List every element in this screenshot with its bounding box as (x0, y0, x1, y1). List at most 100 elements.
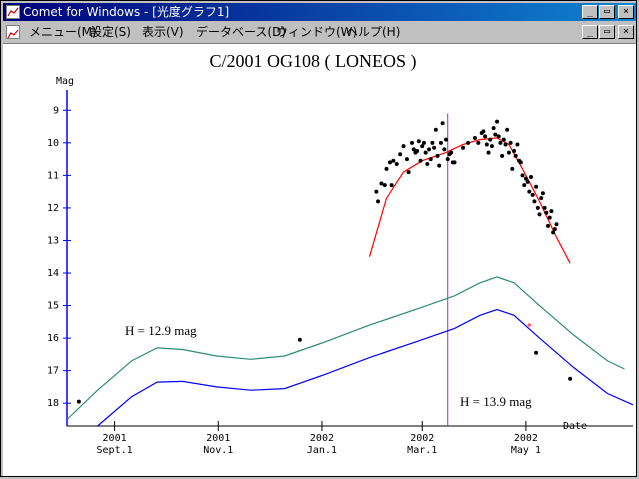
minimize-button[interactable]: _ (582, 5, 598, 19)
observation-point (520, 173, 525, 178)
doc-restore-icon: ▭ (603, 26, 611, 37)
observation-point (529, 175, 534, 179)
y-tick-label: 15 (47, 301, 59, 312)
y-tick-label: 17 (47, 366, 59, 377)
observation-point (374, 189, 379, 194)
y-tick-label: 9 (53, 105, 59, 116)
plot-layer: 91011121314151617182001Sept.12001Nov.120… (47, 90, 634, 456)
observation-point (484, 142, 489, 147)
observation-point (449, 150, 454, 155)
doc-minimize-button[interactable]: _ (582, 25, 598, 39)
app-icon[interactable] (6, 5, 20, 19)
document-icon[interactable] (6, 25, 20, 39)
x-tick-year: 2002 (310, 433, 334, 444)
observation-point (425, 161, 430, 166)
highlight-point (527, 323, 532, 327)
light-curve-chart: C/2001 OG108 ( LONEOS ) Mag Date H = 12.… (47, 51, 634, 456)
x-tick-label: Jan.1 (307, 445, 337, 456)
menu-item-help[interactable]: ヘルプ(H) (346, 25, 401, 39)
annotation-h139: H = 13.9 mag (460, 394, 532, 409)
menu-item-menu[interactable]: メニュー(M) (29, 25, 97, 39)
observation-point (406, 170, 411, 175)
observation-point (382, 183, 387, 188)
restore-button[interactable]: ▭ (599, 5, 615, 19)
observation-point (486, 150, 491, 155)
menu-item-database[interactable]: データベース(D) (196, 25, 287, 39)
menu-bar: メニュー(M) 設定(S) 表示(V) データベース(D) ウィンドウ(W) ヘ… (3, 22, 636, 42)
observation-point (534, 184, 539, 189)
observation-point (506, 150, 511, 155)
observation-point (445, 157, 450, 162)
observation-point (404, 157, 409, 162)
observation-point (530, 192, 535, 197)
doc-close-button[interactable]: × (618, 25, 634, 39)
observation-point (483, 134, 488, 139)
observation-point (472, 135, 477, 140)
observation-point (376, 199, 381, 204)
observation-point (527, 189, 532, 194)
observation-point (297, 337, 302, 342)
observation-point (546, 223, 551, 228)
doc-close-icon: × (622, 26, 630, 37)
y-tick-label: 10 (47, 138, 59, 149)
menu-item-view[interactable]: 表示(V) (142, 25, 184, 39)
observation-point (544, 210, 549, 215)
observation-point (512, 148, 517, 153)
observation-point (539, 196, 544, 201)
observation-point (540, 191, 545, 196)
observation-point (428, 157, 433, 162)
observation-point (547, 215, 552, 220)
close-button[interactable]: × (618, 5, 634, 19)
doc-restore-button[interactable]: ▭ (599, 25, 615, 39)
x-tick-year: 2001 (206, 433, 230, 444)
observation-point (398, 152, 403, 157)
x-tick-label: Mar.1 (407, 445, 437, 456)
observation-point (394, 161, 399, 166)
menu-item-settings[interactable]: 設定(S) (90, 25, 131, 39)
observation-point (415, 148, 420, 153)
observation-point (401, 144, 406, 149)
window-title: Comet for Windows - [光度グラフ1] (23, 5, 230, 19)
observation-point (503, 142, 508, 147)
observation-point (537, 212, 542, 217)
x-tick-year: 2002 (514, 433, 538, 444)
observation-point (418, 158, 423, 163)
observation-point (523, 176, 528, 181)
x-tick-year: 2001 (103, 433, 127, 444)
title-bar[interactable]: Comet for Windows - [光度グラフ1] _ ▭ × (3, 3, 636, 21)
y-tick-label: 16 (47, 333, 59, 344)
y-tick-label: 13 (47, 235, 59, 246)
observation-point (435, 153, 440, 158)
observation-point (411, 147, 416, 152)
observation-point (551, 230, 556, 235)
observation-point (444, 137, 449, 142)
observation-point (384, 166, 389, 171)
observation-point (437, 163, 442, 168)
observation-point (522, 183, 527, 188)
x-tick-year: 2002 (410, 433, 434, 444)
observation-point (508, 140, 513, 145)
observation-point (542, 205, 547, 210)
observation-point (534, 350, 539, 355)
observation-point (466, 140, 471, 145)
observation-point (379, 181, 384, 186)
observation-point (416, 139, 421, 144)
y-tick-label: 14 (47, 268, 59, 279)
observation-point (433, 127, 438, 132)
observation-point (525, 179, 530, 184)
observation-point (515, 142, 520, 147)
observation-point (505, 127, 510, 132)
observation-point (498, 140, 503, 145)
predicted-curve-h139 (97, 308, 634, 427)
close-icon: × (622, 6, 630, 17)
menu-item-window[interactable]: ウィンドウ(W) (276, 25, 358, 39)
observation-point (495, 119, 500, 124)
observation-point (76, 399, 81, 404)
observation-point (532, 199, 537, 204)
chart-title: C/2001 OG108 ( LONEOS ) (210, 51, 417, 72)
observation-point (430, 140, 435, 145)
observation-point (489, 144, 494, 149)
observation-point (481, 129, 486, 134)
observation-point (491, 126, 496, 131)
